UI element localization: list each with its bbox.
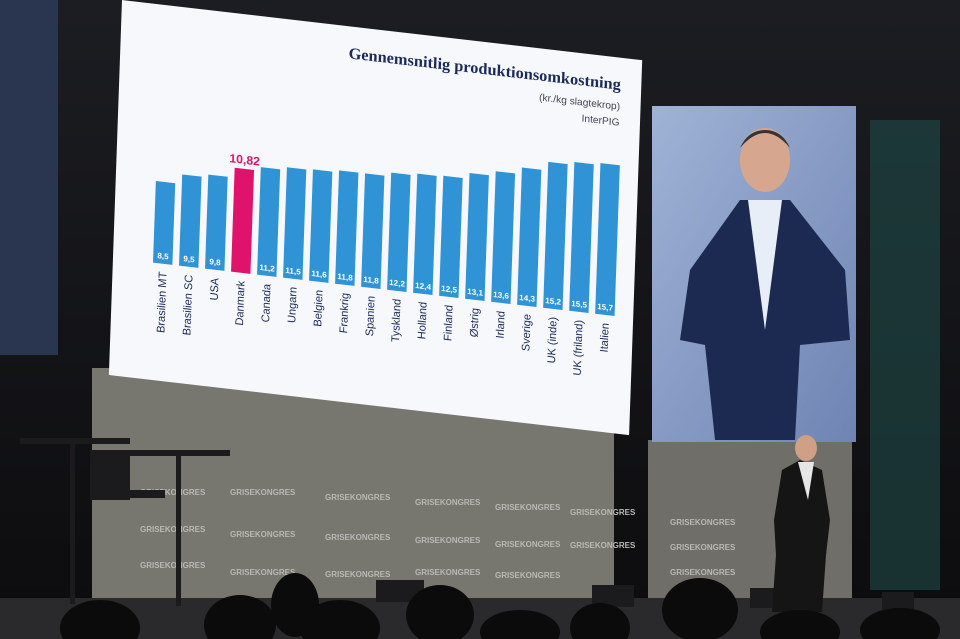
backdrop-logo: GRISEKONGRES	[415, 568, 481, 577]
backdrop-logo: GRISEKONGRES	[495, 571, 561, 580]
bar	[413, 173, 437, 295]
speaker-on-screen	[680, 128, 850, 440]
value-label: 15,5	[571, 299, 588, 310]
value-label: 8,5	[157, 251, 169, 261]
backdrop-logo: GRISEKONGRES	[230, 568, 296, 577]
x-tick-label: Irland	[495, 310, 508, 339]
x-tick-label: Brasilien MT	[155, 271, 169, 334]
value-label: 11,8	[337, 272, 353, 283]
x-tick-label: Finland	[442, 304, 455, 341]
backdrop-logo: GRISEKONGRES	[495, 540, 561, 549]
backdrop-logo: GRISEKONGRES	[570, 541, 636, 550]
bar	[387, 172, 411, 292]
x-tick-label: Spanien	[364, 295, 377, 337]
bar	[205, 174, 228, 271]
backdrop-logo: GRISEKONGRES	[570, 508, 636, 517]
backdrop-logo: GRISEKONGRES	[415, 536, 481, 545]
value-label: 13,6	[493, 290, 510, 301]
bar	[179, 174, 202, 268]
value-label: 15,2	[545, 296, 562, 307]
value-label: 13,1	[467, 287, 484, 298]
value-label: 11,6	[311, 269, 327, 280]
left-screen	[0, 0, 58, 355]
furniture	[20, 438, 914, 610]
backdrop-logo: GRISEKONGRES	[325, 493, 391, 502]
x-tick-label: Frankrig	[338, 292, 351, 334]
x-tick-label: UK (inde)	[546, 316, 560, 364]
bar	[231, 167, 255, 274]
value-label: 10,82	[229, 151, 260, 168]
slide: Gennemsnitlig produktionsomkostning (kr.…	[108, 0, 643, 436]
bar	[569, 161, 594, 314]
x-tick-label: Tyskland	[390, 298, 404, 343]
backdrop-logo: GRISEKONGRES	[670, 543, 736, 552]
backdrop-logo: GRISEKONGRES	[140, 488, 206, 497]
bar	[309, 169, 333, 283]
speaker	[772, 435, 830, 612]
x-tick-label: Italien	[599, 322, 612, 353]
bar	[543, 161, 568, 311]
backdrop-logo: GRISEKONGRES	[325, 533, 391, 542]
backdrop-logo: GRISEKONGRES	[415, 498, 481, 507]
x-tick-label: Ungarn	[286, 286, 299, 323]
bar	[439, 175, 463, 298]
backdrop-logo: GRISEKONGRES	[670, 568, 736, 577]
logo-group: GRISEKONGRES GRISEKONGRES GRISEKONGRES GRIS…	[140, 488, 736, 580]
value-label: 12,5	[441, 284, 458, 295]
value-label: 11,5	[285, 266, 301, 277]
audience	[60, 573, 940, 639]
x-tick-label: USA	[209, 277, 222, 302]
bar	[465, 172, 489, 301]
backdrop-logo: GRISEKONGRES	[325, 570, 391, 579]
x-tick-label: Østrig	[469, 307, 482, 338]
x-tick-label: Brasilien SC	[181, 274, 195, 336]
backdrop-logo: GRISEKONGRES	[140, 561, 206, 570]
bar	[283, 167, 307, 280]
backdrop-logo: GRISEKONGRES	[230, 530, 296, 539]
backdrop-logo: GRISEKONGRES	[140, 525, 206, 534]
x-tick-label: UK (friland)	[572, 319, 586, 376]
bar	[257, 167, 281, 277]
chart-source: InterPIG	[581, 114, 619, 129]
curtain	[870, 120, 940, 590]
value-label: 15,7	[597, 302, 614, 313]
x-tick-label: Danmark	[234, 280, 248, 326]
value-label: 11,2	[259, 263, 275, 274]
backdrop-logo: GRISEKONGRES	[230, 488, 296, 497]
x-tick-label: Belgien	[312, 289, 325, 327]
value-label: 11,8	[363, 275, 379, 286]
bar	[335, 170, 359, 286]
value-label: 9,8	[209, 257, 221, 267]
x-tick-label: Sverige	[520, 313, 533, 352]
bar	[491, 171, 516, 304]
x-tick-label: Canada	[260, 282, 273, 323]
bar	[361, 173, 385, 289]
backdrop-logo: GRISEKONGRES	[670, 518, 736, 527]
bar	[517, 167, 542, 307]
value-label: 12,4	[415, 281, 432, 292]
backdrop-logo: GRISEKONGRES	[495, 503, 561, 512]
value-label: 12,2	[389, 278, 406, 289]
value-label: 9,5	[183, 254, 195, 264]
bar	[595, 163, 620, 317]
bar	[153, 181, 176, 265]
x-tick-label: Holland	[416, 301, 429, 340]
value-label: 14,3	[519, 293, 536, 304]
